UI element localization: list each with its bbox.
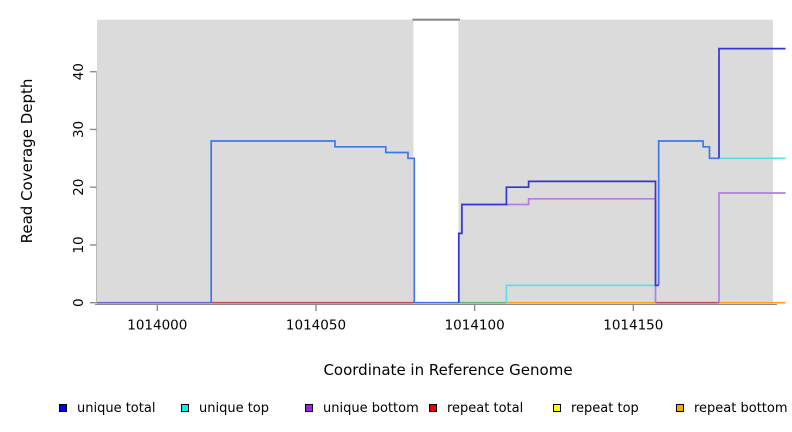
plot-background (97, 19, 414, 304)
y-tick-label: 20 (71, 179, 87, 196)
y-axis-title: Read Coverage Depth (18, 78, 36, 244)
y-tick-label: 10 (71, 236, 87, 253)
unique-total-top-blend-line (210, 140, 416, 303)
x-axis-title: Coordinate in Reference Genome (323, 361, 573, 379)
x-tick-label: 1014100 (445, 318, 505, 334)
x-tick-label: 1014000 (127, 318, 187, 334)
x-tick-label: 1014050 (286, 318, 346, 334)
unique-total-line (718, 47, 786, 159)
unique-total-top-blend-line (657, 140, 719, 286)
unique-top-line (505, 284, 656, 303)
y-tick-label: 0 (71, 298, 87, 307)
unique-bottom-line (718, 192, 786, 303)
plot-background (458, 19, 773, 304)
unique-total-line (457, 180, 659, 303)
x-tick-label: 1014150 (603, 318, 663, 334)
y-tick-label: 40 (71, 63, 87, 80)
y-tick-label: 30 (71, 121, 87, 138)
